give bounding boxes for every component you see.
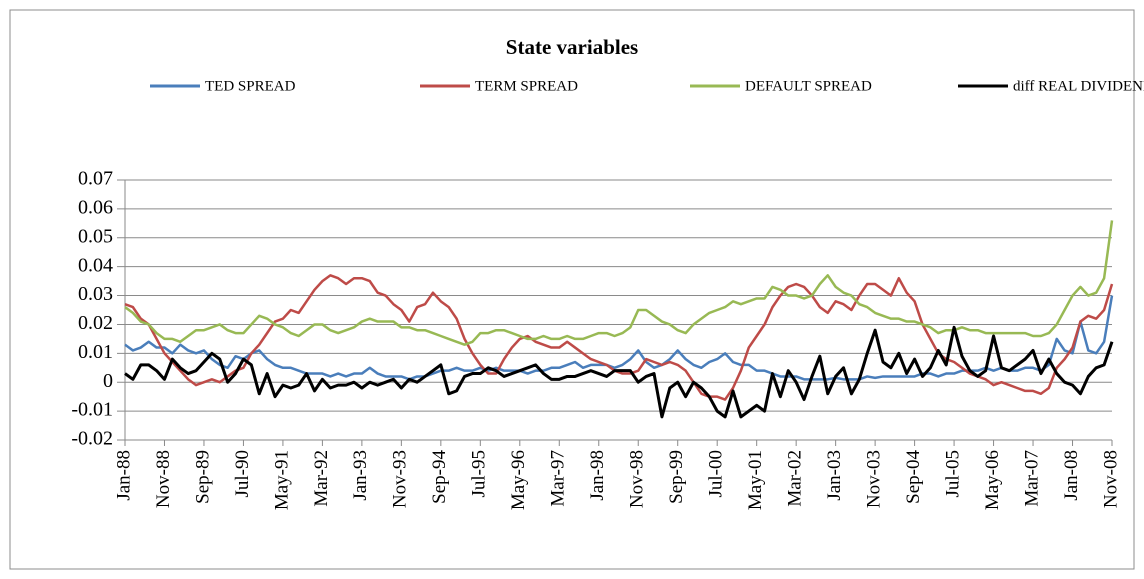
x-tick-label: Sep-94 (429, 450, 450, 504)
x-tick-label: Nov-08 (1100, 450, 1121, 508)
legend-label: TERM SPREAD (475, 78, 578, 94)
y-tick-label: 0.02 (78, 312, 113, 334)
x-tick-label: Jul-00 (706, 450, 727, 498)
x-tick-label: Mar-02 (785, 450, 806, 507)
y-tick-label: 0.01 (78, 341, 113, 363)
x-tick-label: May-01 (745, 450, 766, 510)
x-tick-label: Jan-93 (350, 450, 371, 501)
y-tick-label: 0.06 (78, 196, 113, 218)
x-tick-label: Nov-93 (390, 450, 411, 508)
x-tick-label: Mar-92 (311, 450, 332, 507)
x-tick-label: Nov-03 (863, 450, 884, 508)
y-tick-label: 0.04 (78, 254, 113, 276)
x-tick-label: May-06 (982, 450, 1003, 510)
chart-title: State variables (506, 35, 638, 59)
y-tick-label: -0.01 (71, 399, 113, 421)
chart-frame (9, 9, 1135, 570)
x-tick-label: Jul-05 (942, 450, 963, 498)
legend-label: diff REAL DIVIDEND (1013, 78, 1144, 94)
series-line (124, 220, 1114, 346)
x-tick-label: Nov-98 (627, 450, 648, 508)
series-line (124, 295, 1114, 381)
x-tick-label: Mar-97 (548, 450, 569, 507)
x-tick-label: May-96 (508, 450, 529, 510)
y-tick-label: 0 (103, 370, 113, 392)
x-tick-label: Nov-88 (153, 450, 174, 508)
y-tick-label: -0.02 (71, 428, 113, 450)
y-tick-label: 0.03 (78, 283, 113, 305)
x-tick-label: Sep-89 (192, 450, 213, 504)
y-tick-label: 0.07 (78, 168, 113, 190)
x-tick-label: Jan-98 (587, 450, 608, 501)
x-tick-label: Mar-07 (1021, 450, 1042, 507)
x-tick-label: Jan-88 (113, 450, 134, 501)
x-tick-label: Sep-04 (903, 450, 924, 504)
x-tick-label: Jan-03 (824, 450, 845, 501)
x-tick-label: Jan-08 (1061, 450, 1082, 501)
x-tick-label: Jul-90 (232, 450, 253, 498)
legend-label: TED SPREAD (205, 78, 296, 94)
x-tick-label: May-91 (271, 450, 292, 510)
series-line (124, 325, 1114, 419)
y-tick-label: 0.05 (78, 225, 113, 247)
x-tick-label: Jul-95 (469, 450, 490, 498)
x-tick-label: Sep-99 (666, 450, 687, 504)
legend-label: DEFAULT SPREAD (745, 78, 872, 94)
